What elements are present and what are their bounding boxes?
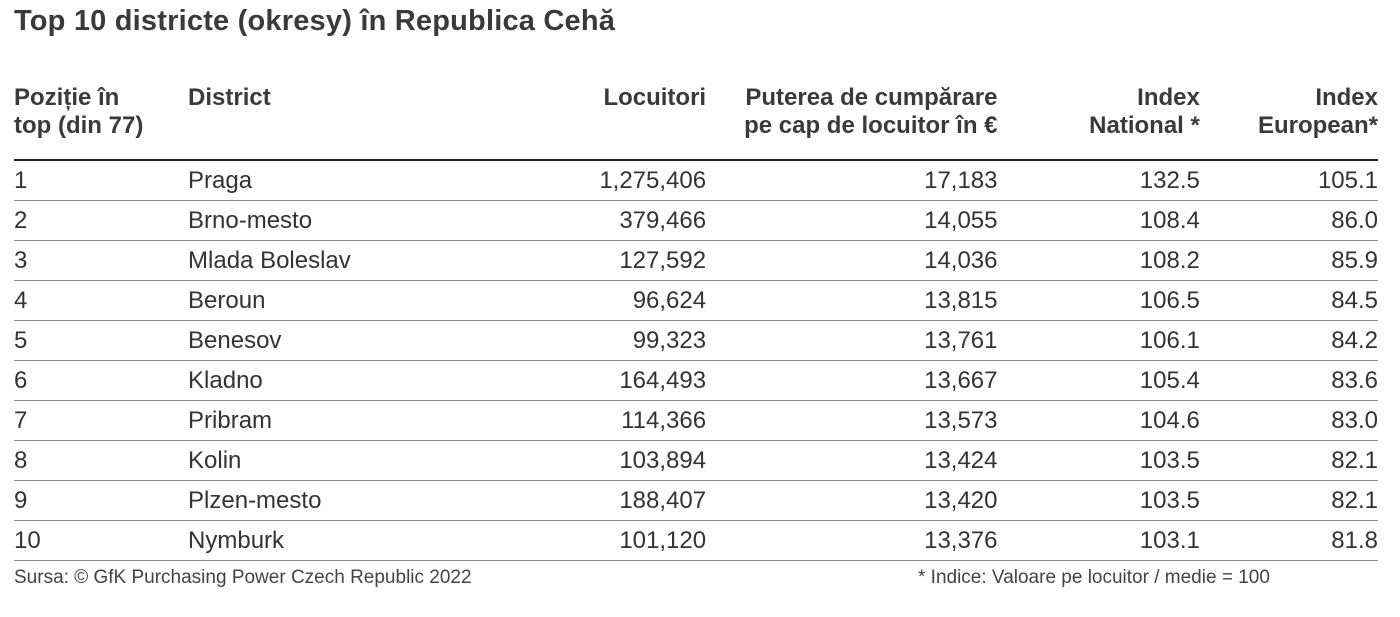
table-title: Top 10 districte (okresy) în Republica C… xyxy=(14,5,616,37)
cell-european-index: 84.5 xyxy=(1199,280,1378,321)
column-header-purchasing-power: Puterea de cumpărare pe cap de locuitor … xyxy=(706,84,998,161)
cell-european-index: 105.1 xyxy=(1199,160,1378,201)
index-footnote: * Indice: Valoare pe locuitor / medie = … xyxy=(918,567,1270,588)
cell-purchasing-power: 13,376 xyxy=(706,520,998,561)
cell-national-index: 108.4 xyxy=(997,200,1200,241)
table-body: 1 Praga 1,275,406 17,183 132.5 105.1 2 Brno-mes… xyxy=(14,160,1378,561)
table-header-row: Poziție în top (din 77) District Locuito… xyxy=(14,84,1378,161)
cell-purchasing-power: 13,420 xyxy=(706,480,998,521)
cell-district: Kolin xyxy=(188,440,482,481)
cell-purchasing-power: 14,055 xyxy=(706,200,998,241)
cell-position: 6 xyxy=(14,360,189,401)
cell-european-index: 85.9 xyxy=(1199,240,1378,281)
table-row: 7 Pribram 114,366 13,573 104.6 83.0 xyxy=(14,400,1378,441)
cell-european-index: 83.6 xyxy=(1199,360,1378,401)
cell-position: 1 xyxy=(14,160,189,201)
cell-position: 7 xyxy=(14,400,189,441)
cell-population: 99,323 xyxy=(481,320,707,361)
table-row: 4 Beroun 96,624 13,815 106.5 84.5 xyxy=(14,280,1378,321)
cell-district: Plzen-mesto xyxy=(188,480,482,521)
cell-national-index: 106.1 xyxy=(997,320,1200,361)
district-table: Poziție în top (din 77) District Locuito… xyxy=(14,84,1378,561)
cell-district: Mlada Boleslav xyxy=(188,240,482,281)
cell-purchasing-power: 13,573 xyxy=(706,400,998,441)
cell-purchasing-power: 14,036 xyxy=(706,240,998,281)
cell-district: Kladno xyxy=(188,360,482,401)
cell-district: Pribram xyxy=(188,400,482,441)
cell-european-index: 86.0 xyxy=(1199,200,1378,241)
cell-population: 114,366 xyxy=(481,400,707,441)
cell-european-index: 83.0 xyxy=(1199,400,1378,441)
cell-european-index: 82.1 xyxy=(1199,480,1378,521)
source-note: Sursa: © GfK Purchasing Power Czech Repu… xyxy=(14,567,472,588)
cell-position: 5 xyxy=(14,320,189,361)
cell-population: 164,493 xyxy=(481,360,707,401)
cell-position: 9 xyxy=(14,480,189,521)
table-row: 2 Brno-mesto 379,466 14,055 108.4 86.0 xyxy=(14,200,1378,241)
table-row: 8 Kolin 103,894 13,424 103.5 82.1 xyxy=(14,440,1378,481)
cell-european-index: 82.1 xyxy=(1199,440,1378,481)
cell-national-index: 103.5 xyxy=(997,440,1200,481)
cell-purchasing-power: 17,183 xyxy=(706,160,998,201)
cell-purchasing-power: 13,761 xyxy=(706,320,998,361)
cell-population: 188,407 xyxy=(481,480,707,521)
cell-european-index: 81.8 xyxy=(1199,520,1378,561)
column-header-european-index: Index European* xyxy=(1199,84,1378,161)
table-row: 3 Mlada Boleslav 127,592 14,036 108.2 85.9 xyxy=(14,240,1378,281)
cell-national-index: 132.5 xyxy=(997,160,1200,201)
cell-population: 1,275,406 xyxy=(481,160,707,201)
cell-position: 2 xyxy=(14,200,189,241)
cell-district: Benesov xyxy=(188,320,482,361)
cell-purchasing-power: 13,424 xyxy=(706,440,998,481)
cell-population: 103,894 xyxy=(481,440,707,481)
cell-district: Brno-mesto xyxy=(188,200,482,241)
cell-national-index: 108.2 xyxy=(997,240,1200,281)
cell-european-index: 84.2 xyxy=(1199,320,1378,361)
table-row: 9 Plzen-mesto 188,407 13,420 103.5 82.1 xyxy=(14,480,1378,521)
cell-population: 101,120 xyxy=(481,520,707,561)
cell-national-index: 106.5 xyxy=(997,280,1200,321)
cell-position: 8 xyxy=(14,440,189,481)
cell-purchasing-power: 13,815 xyxy=(706,280,998,321)
table-row: 5 Benesov 99,323 13,761 106.1 84.2 xyxy=(14,320,1378,361)
cell-population: 379,466 xyxy=(481,200,707,241)
cell-population: 96,624 xyxy=(481,280,707,321)
column-header-national-index: Index National * xyxy=(997,84,1200,161)
cell-position: 3 xyxy=(14,240,189,281)
cell-purchasing-power: 13,667 xyxy=(706,360,998,401)
cell-national-index: 104.6 xyxy=(997,400,1200,441)
cell-position: 4 xyxy=(14,280,189,321)
table-row: 6 Kladno 164,493 13,667 105.4 83.6 xyxy=(14,360,1378,401)
column-header-population: Locuitori xyxy=(481,84,707,161)
cell-national-index: 103.5 xyxy=(997,480,1200,521)
column-header-district: District xyxy=(188,84,482,161)
table-row: 1 Praga 1,275,406 17,183 132.5 105.1 xyxy=(14,160,1378,201)
cell-national-index: 105.4 xyxy=(997,360,1200,401)
table-row: 10 Nymburk 101,120 13,376 103.1 81.8 xyxy=(14,520,1378,561)
cell-position: 10 xyxy=(14,520,189,561)
cell-district: Nymburk xyxy=(188,520,482,561)
cell-district: Praga xyxy=(188,160,482,201)
cell-district: Beroun xyxy=(188,280,482,321)
cell-national-index: 103.1 xyxy=(997,520,1200,561)
column-header-position: Poziție în top (din 77) xyxy=(14,84,189,161)
cell-population: 127,592 xyxy=(481,240,707,281)
